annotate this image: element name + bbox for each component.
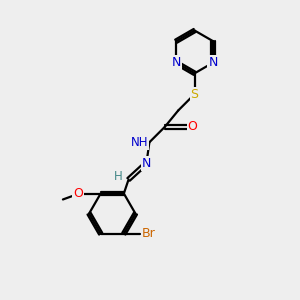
Text: N: N [171,56,181,69]
Text: S: S [190,88,199,100]
Text: NH: NH [130,136,148,149]
Text: O: O [73,187,83,200]
Text: N: N [142,157,151,169]
Text: N: N [208,56,218,69]
Text: H: H [114,170,123,183]
Text: Br: Br [142,227,155,240]
Text: O: O [188,120,197,133]
